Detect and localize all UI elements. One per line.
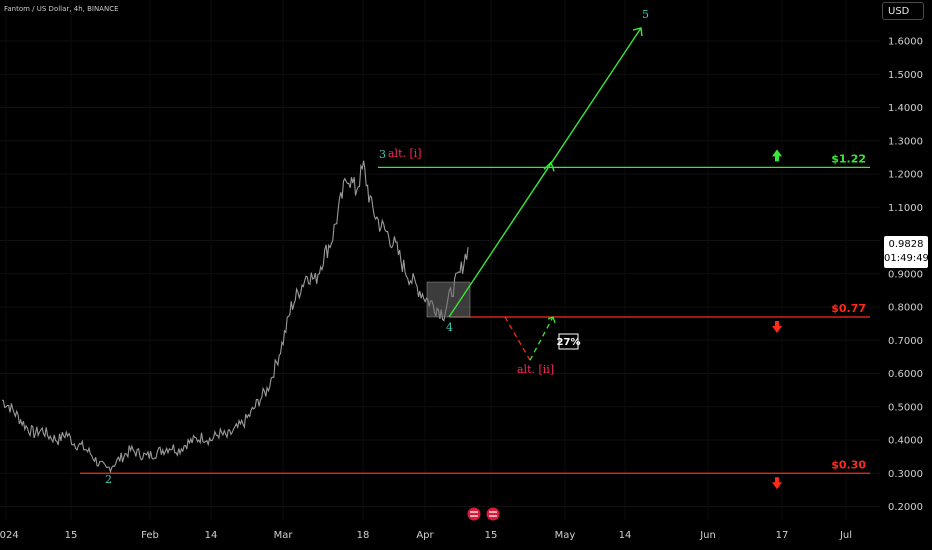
percent-box-label: 27% [557,337,581,348]
y-tick-label: 0.8000 [888,303,923,314]
currency-button[interactable]: USD [882,2,924,20]
y-tick-label: 1.4000 [888,103,923,114]
arrowhead-icon [547,316,556,324]
y-axis[interactable]: 1.60001.50001.40001.30001.20001.10001.00… [888,37,923,514]
event-marker-icon [467,507,481,521]
x-tick-label: 14 [205,530,218,541]
x-tick-label: 17 [776,530,789,541]
wave-labels: 5 3 alt. [i] 4 alt. [ii] 2 [105,8,649,486]
x-tick-label: Mar [274,530,294,541]
x-axis[interactable]: 2024 15 Feb 14 Mar 18 Apr 15 May 14 Jun 17 Jul [0,530,852,541]
x-tick-label: Jul [839,530,852,541]
y-tick-label: 0.2000 [888,502,923,513]
projection-lines: 27% [448,27,643,361]
last-price-value: 0.9828 [888,239,924,250]
x-tick-label: Feb [141,530,159,541]
y-tick-label: 0.5000 [888,402,923,413]
price-levels: $1.22 $0.77 $0.30 [80,149,870,490]
price-series [1,160,471,474]
wave-label: 2 [105,473,112,486]
wave-label: 4 [446,321,453,334]
y-tick-label: 1.5000 [888,70,923,81]
percent-box: 27% [557,333,581,350]
y-tick-label: 0.7000 [888,336,923,347]
consolidation-box [426,281,471,318]
wave-label: alt. [i] [388,147,422,160]
y-tick-label: 1.3000 [888,136,923,147]
x-tick-label: 15 [485,530,498,541]
y-tick-label: 1.6000 [888,37,923,48]
x-tick-label: 15 [65,530,78,541]
event-marker-circle [467,507,481,521]
x-tick-label: 14 [619,530,632,541]
y-tick-label: 1.2000 [888,170,923,181]
x-tick-label: Apr [416,530,434,541]
y-tick-label: 0.3000 [888,469,923,480]
price-line [1,160,469,474]
wave-label: 5 [642,8,649,21]
level-label: $1.22 [831,152,866,165]
arrowhead-icon [543,161,555,172]
level-label: $0.77 [831,302,866,315]
level-label: $0.30 [831,458,866,471]
y-tick-label: 0.6000 [888,369,923,380]
last-price-tag: 0.9828 01:49:49 [884,236,929,268]
x-tick-label: Jun [699,530,716,541]
y-tick-label: 0.9000 [888,269,923,280]
event-marker-glyph [470,511,478,517]
y-tick-label: 0.4000 [888,436,923,447]
arrow-up-icon [772,149,782,162]
y-tick-label: 1.1000 [888,203,923,214]
event-markers[interactable] [467,507,500,521]
arrow-down-icon [772,477,782,490]
x-tick-label: 2024 [0,530,19,541]
event-marker-icon [486,507,500,521]
x-tick-label: May [555,530,576,541]
chart-title: Fantom / US Dollar, 4h, BINANCE [4,5,119,13]
x-tick-label: 18 [357,530,370,541]
chart-gridlines [0,0,880,520]
event-marker-circle [486,507,500,521]
countdown-timer: 01:49:49 [884,253,929,264]
wave-label: alt. [ii] [517,363,554,376]
wave-5-projection-line [448,27,642,318]
alt-ii-down-path [504,316,531,361]
wave-label: 3 [379,148,386,161]
arrow-down-icon [772,320,782,333]
event-marker-glyph [489,511,497,517]
alt-ii-up-path [529,316,554,361]
arrowhead-icon [632,27,643,37]
percent-box-frame [558,333,579,350]
